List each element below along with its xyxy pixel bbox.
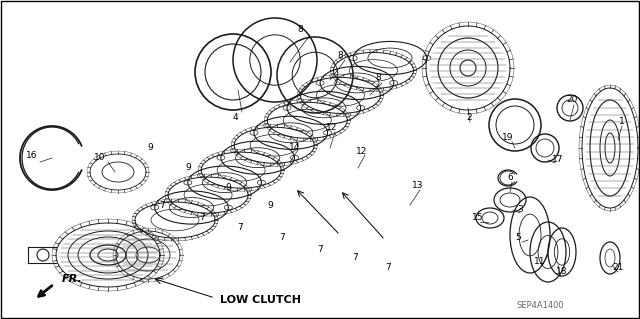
Text: 7: 7	[159, 202, 165, 211]
Text: 4: 4	[232, 114, 238, 122]
Text: 5: 5	[515, 234, 521, 242]
Text: SEP4A1400: SEP4A1400	[516, 300, 564, 309]
Text: 8: 8	[297, 26, 303, 34]
Text: 13: 13	[412, 181, 424, 189]
Text: 7: 7	[317, 246, 323, 255]
Text: 16: 16	[26, 151, 38, 160]
Text: 20: 20	[566, 95, 578, 105]
Text: 14: 14	[289, 144, 301, 152]
Text: 8: 8	[337, 50, 343, 60]
Text: 2: 2	[466, 114, 472, 122]
Text: 3: 3	[517, 205, 523, 214]
Text: LOW CLUTCH: LOW CLUTCH	[220, 295, 301, 305]
Text: 9: 9	[267, 201, 273, 210]
Text: 7: 7	[352, 254, 358, 263]
Text: 17: 17	[552, 155, 564, 165]
Text: 12: 12	[326, 123, 338, 132]
Text: 12: 12	[356, 147, 368, 157]
Text: 21: 21	[612, 263, 624, 272]
Text: 1: 1	[619, 117, 625, 127]
Text: 7: 7	[385, 263, 391, 272]
Text: 9: 9	[225, 183, 231, 192]
Text: 18: 18	[556, 268, 568, 277]
Text: 7: 7	[279, 234, 285, 242]
Text: 9: 9	[147, 144, 153, 152]
Text: 15: 15	[472, 213, 484, 222]
Text: 19: 19	[502, 133, 514, 143]
Text: 11: 11	[534, 257, 546, 266]
Text: 7: 7	[199, 213, 205, 222]
Text: FR.: FR.	[62, 274, 83, 284]
Text: 9: 9	[185, 164, 191, 173]
Text: 10: 10	[94, 153, 106, 162]
Text: 8: 8	[375, 73, 381, 83]
Text: 6: 6	[507, 174, 513, 182]
Text: 7: 7	[237, 224, 243, 233]
